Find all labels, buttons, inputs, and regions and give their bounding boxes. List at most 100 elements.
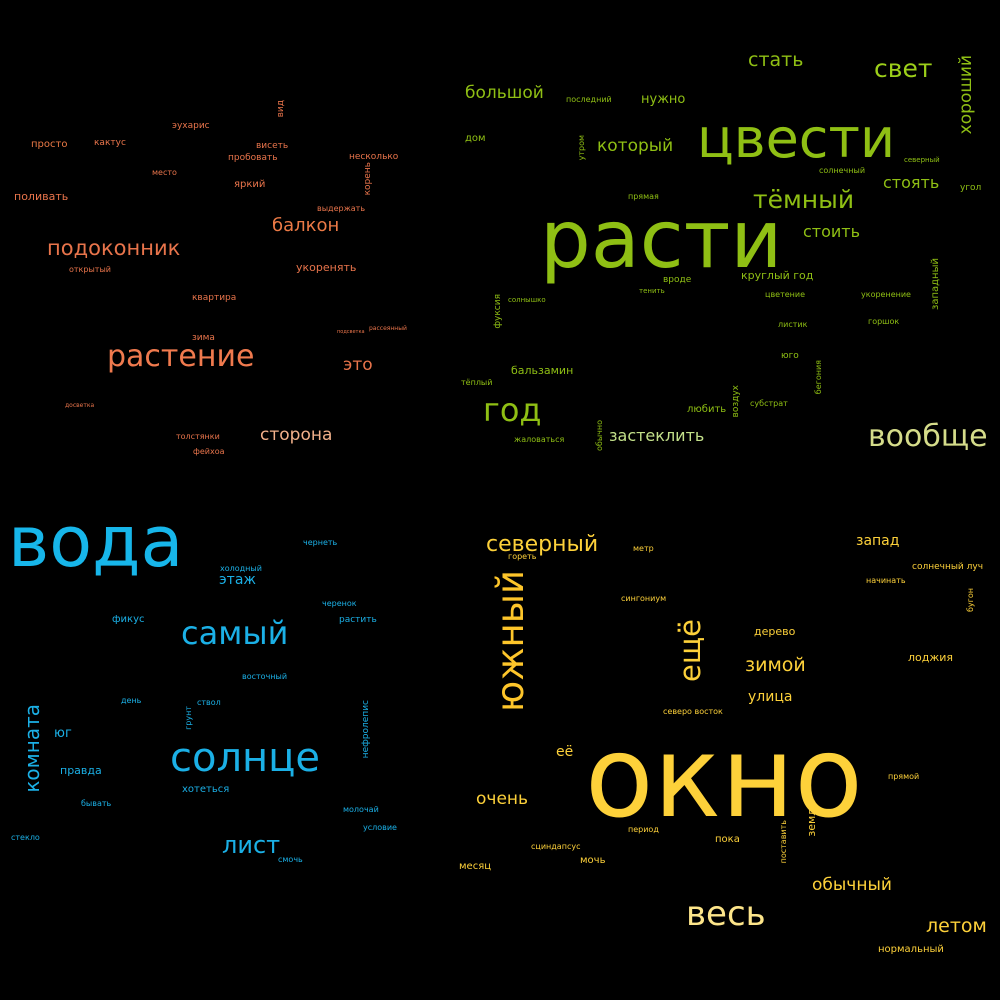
word: солнечный луч	[912, 562, 984, 572]
word: стоять	[883, 173, 940, 192]
word: прямая	[628, 192, 659, 201]
word: воздух	[731, 385, 741, 418]
word: просто	[31, 139, 68, 150]
word: период	[628, 825, 659, 834]
word: бальзамин	[511, 364, 574, 377]
word: большой	[465, 83, 544, 103]
word: восточный	[242, 672, 288, 681]
word: солнце	[170, 735, 321, 781]
word: запад	[856, 533, 900, 549]
word: поставить	[779, 820, 788, 864]
word: это	[343, 355, 373, 375]
word: горшок	[868, 317, 900, 326]
word: тенить	[639, 287, 665, 295]
word: толстянки	[176, 432, 220, 441]
word: висеть	[256, 141, 289, 151]
word: правда	[60, 764, 102, 777]
word: год	[483, 391, 542, 429]
word: северный	[904, 156, 940, 164]
word: смочь	[278, 855, 303, 864]
word: юго	[781, 351, 799, 361]
word: эухарис	[172, 121, 210, 131]
word: корень	[363, 162, 373, 196]
word: пока	[715, 834, 740, 845]
word: яркий	[234, 179, 266, 190]
word: сторона	[260, 425, 333, 445]
word: дерево	[754, 625, 796, 638]
word: условие	[363, 823, 397, 832]
word: южный	[489, 570, 532, 712]
word: зимой	[745, 654, 806, 676]
word: западный	[930, 258, 941, 310]
word: подоконник	[47, 236, 181, 260]
word: который	[597, 136, 674, 156]
word: кактус	[94, 138, 126, 148]
word: очень	[476, 789, 529, 809]
word: балкон	[272, 215, 340, 236]
word: тёмный	[753, 185, 855, 214]
word: мочь	[580, 855, 606, 866]
word: свет	[874, 54, 933, 83]
word: фейхоа	[193, 447, 225, 456]
word: вообще	[868, 419, 988, 454]
word: цвести	[697, 107, 896, 170]
word: северо восток	[663, 707, 723, 716]
word: юг	[54, 726, 72, 741]
word: поливать	[14, 190, 69, 203]
word: последний	[566, 95, 612, 104]
word: бегония	[814, 360, 823, 395]
word: рассеянный	[369, 325, 407, 332]
word: метр	[633, 544, 654, 553]
word: досветка	[65, 402, 95, 409]
word: стать	[748, 49, 804, 71]
word: день	[121, 696, 142, 705]
word: солнечный	[819, 166, 866, 175]
word: застеклить	[609, 426, 705, 445]
word: квартира	[192, 293, 237, 303]
word: нефролепис	[361, 700, 371, 759]
word: сциндапсус	[531, 842, 581, 851]
word: северный	[486, 532, 599, 557]
word: тёплый	[461, 378, 493, 387]
word: обычный	[812, 875, 892, 895]
word: вид	[276, 100, 286, 118]
word: утром	[577, 135, 586, 161]
word: укоренение	[861, 290, 911, 299]
word: подсветка	[337, 329, 365, 335]
word: нужно	[641, 92, 686, 107]
word: холодный	[220, 564, 262, 573]
word: летом	[926, 915, 987, 937]
word: ствол	[197, 698, 221, 707]
word: грунт	[184, 706, 193, 730]
word: улица	[748, 689, 793, 705]
word: самый	[181, 614, 289, 652]
word: молочай	[343, 805, 379, 814]
word: растение	[107, 339, 255, 374]
word: круглый год	[741, 269, 814, 282]
word: начинать	[866, 576, 906, 585]
word: прямой	[888, 772, 920, 781]
word: весь	[686, 894, 766, 934]
word: зима	[192, 333, 215, 343]
word: место	[152, 168, 177, 177]
word: несколько	[349, 152, 399, 162]
word: этаж	[219, 572, 257, 588]
word: хотеться	[182, 784, 230, 795]
word: солнышко	[508, 296, 546, 304]
word: черенок	[322, 599, 357, 608]
word: лист	[222, 831, 281, 859]
word: угол	[960, 183, 982, 193]
word: окно	[585, 713, 863, 843]
word: выдержать	[317, 204, 366, 213]
word: хороший	[956, 55, 976, 135]
word: любить	[687, 404, 727, 415]
word: месяц	[459, 861, 492, 872]
word: бугон	[966, 588, 975, 612]
word: расти	[540, 193, 783, 286]
word: вода	[8, 501, 184, 583]
word: субстрат	[750, 399, 788, 408]
word: дом	[465, 133, 486, 144]
word: цветение	[765, 290, 806, 299]
word: чернеть	[303, 538, 338, 547]
